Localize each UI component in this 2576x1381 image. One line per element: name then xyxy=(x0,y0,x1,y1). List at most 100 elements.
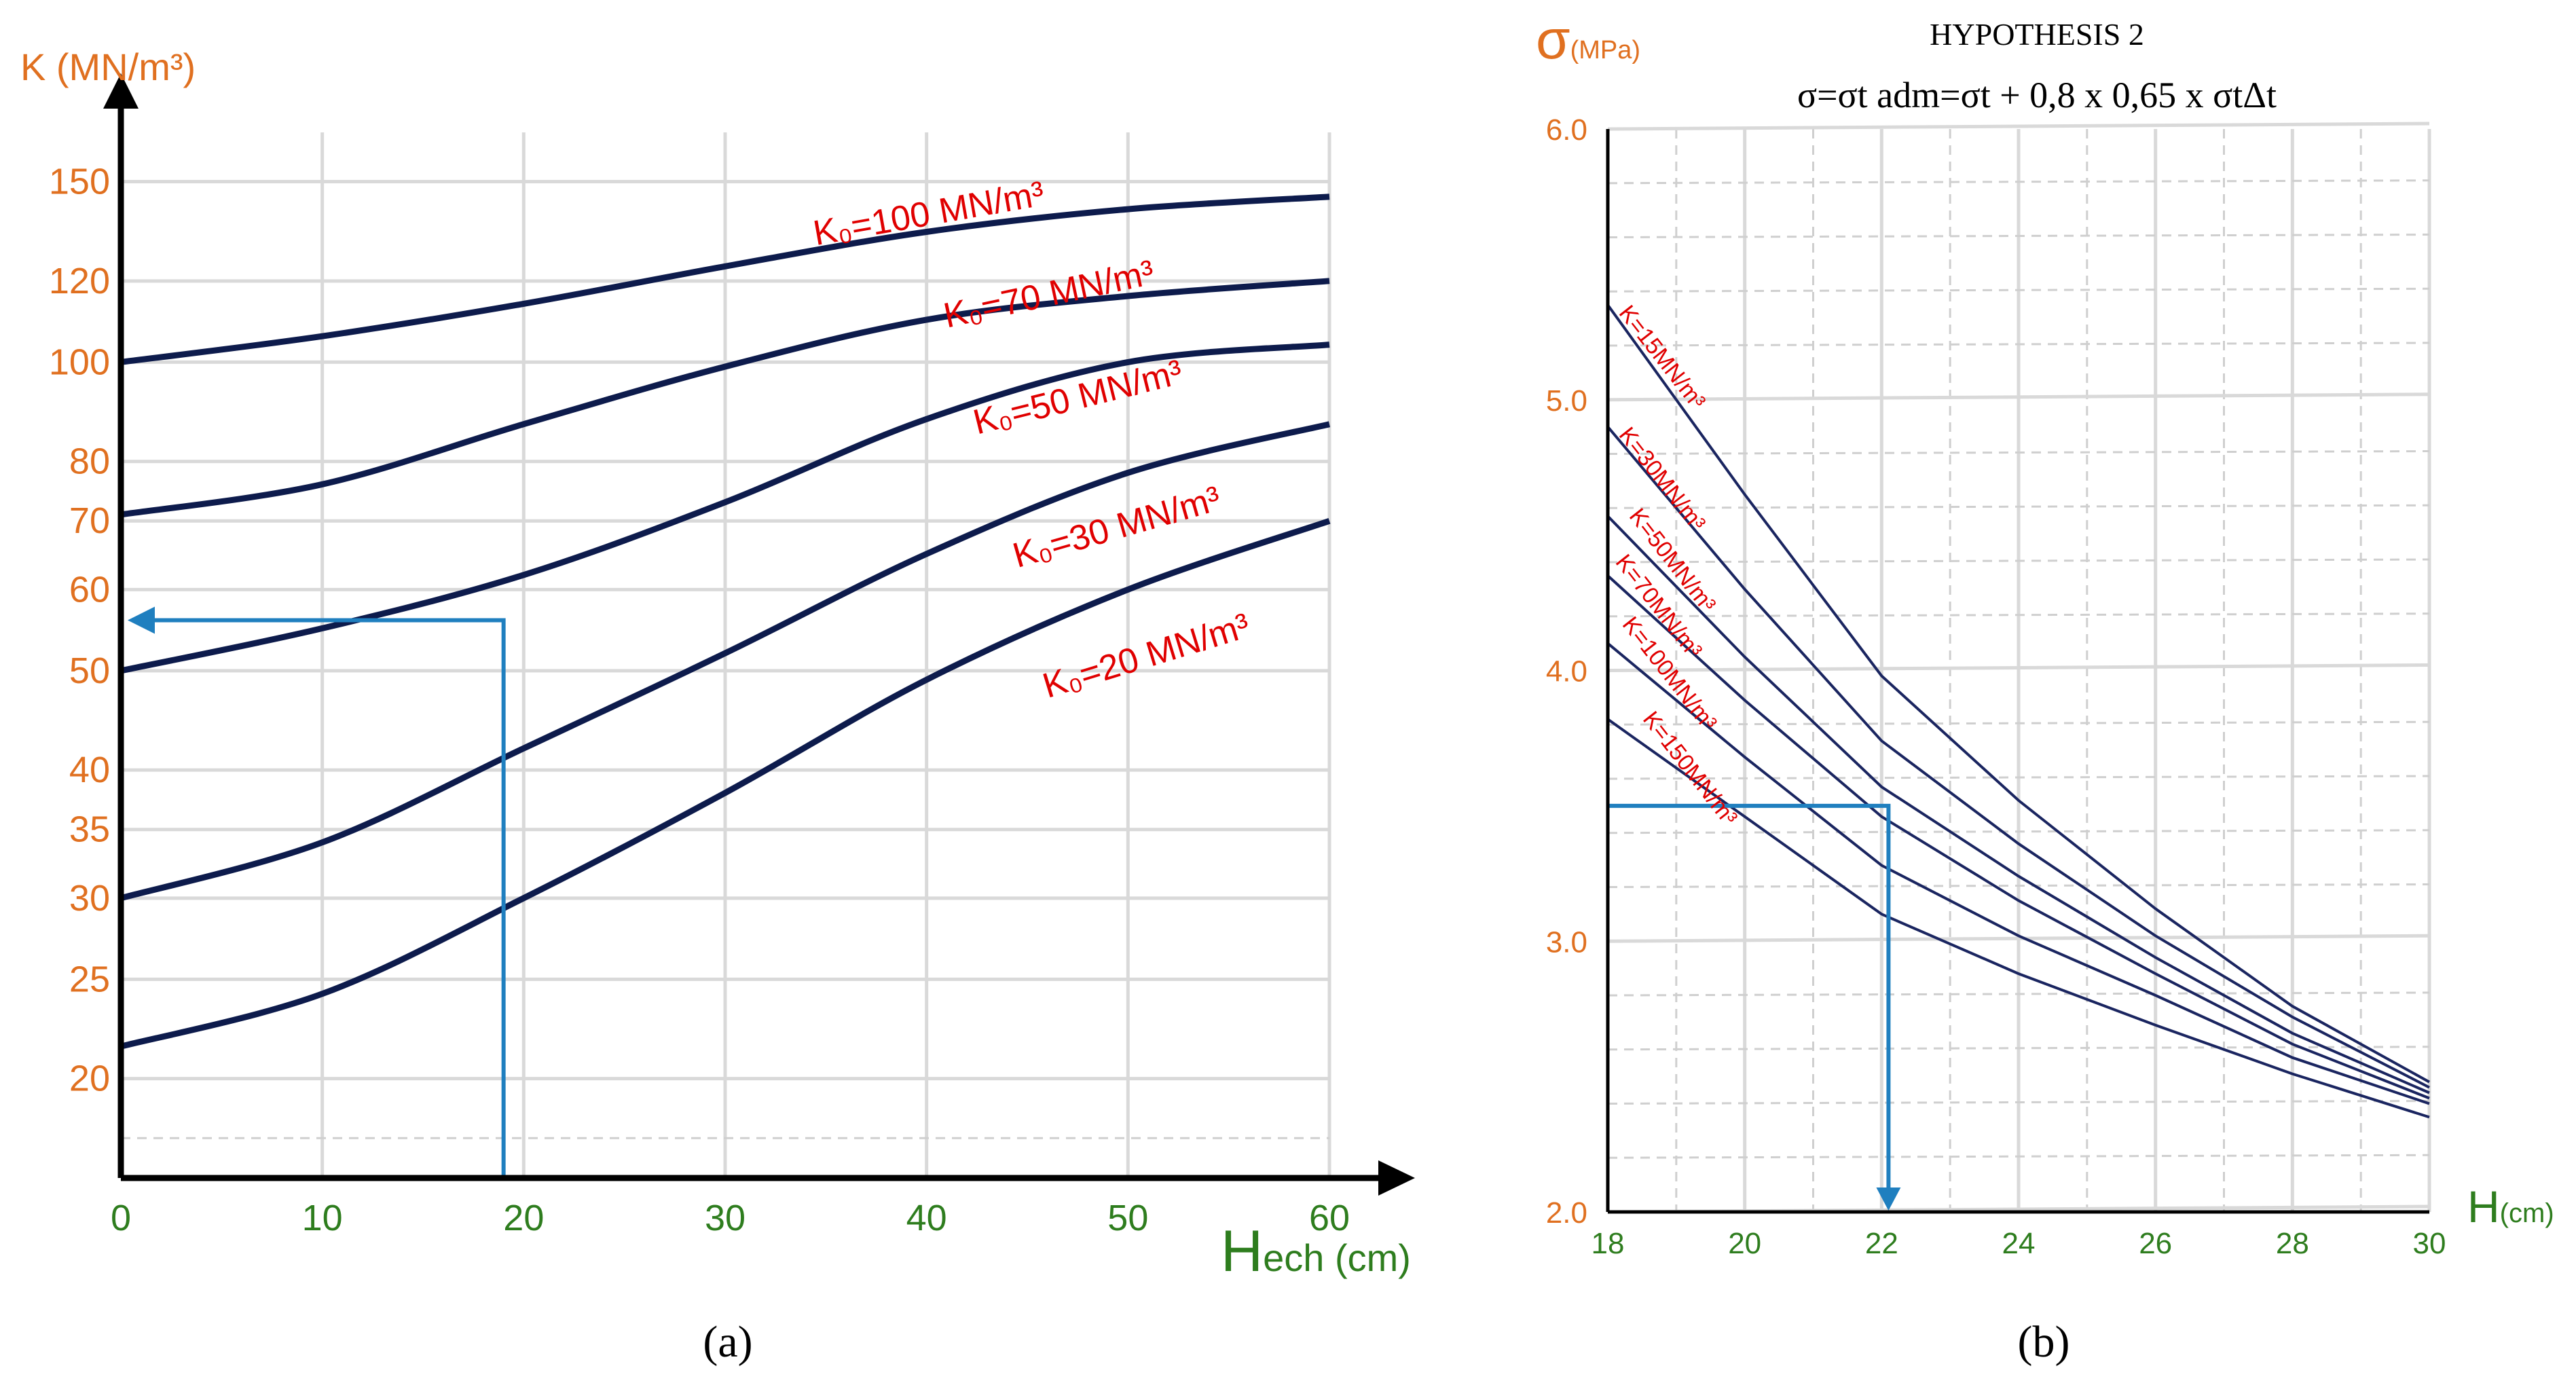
panel-a-y-tick-label: 60 xyxy=(69,569,110,610)
panel-a-x-axis-label-sub: ech (cm) xyxy=(1263,1236,1411,1279)
panel-a-guide-arrowhead xyxy=(128,606,155,634)
panel-a-series-label-1: K₀=70 MN/m³ xyxy=(940,253,1158,335)
panel-b-y-tick-labels: 2.0 3.0 4.0 5.0 6.0 xyxy=(1546,113,1587,1230)
chart-panel-b: 2.0 3.0 4.0 5.0 6.0 18 20 22 24 26 28 30 K=15MN/m³… xyxy=(1536,9,2554,1367)
panel-b-hgrid xyxy=(1607,450,2430,455)
panel-a-x-tick-labels: 0 10 20 30 40 50 60 xyxy=(111,1198,1350,1238)
panel-a-series-label-2: K₀=50 MN/m³ xyxy=(970,352,1187,442)
panel-b-hgrid xyxy=(1607,342,2430,347)
panel-b-hgrid xyxy=(1607,179,2430,185)
panel-a-x-axis-arrow xyxy=(1378,1160,1415,1196)
panel-a-label: (a) xyxy=(703,1317,752,1367)
panel-b-x-axis-label-main: H xyxy=(2467,1181,2500,1232)
panel-b-x-axis-label-sub: (cm) xyxy=(2500,1198,2554,1228)
panel-a-y-tick-label: 80 xyxy=(69,441,110,482)
panel-b-guide-arrowhead xyxy=(1876,1187,1901,1211)
panel-b-hgrid xyxy=(1607,829,2430,834)
panel-b-series-line-2 xyxy=(1606,515,2430,1094)
panel-a-y-tick-label: 100 xyxy=(49,342,110,382)
panel-b-curve-labels: K=15MN/m³K=30MN/m³K=50MN/m³K=70MN/m³K=10… xyxy=(1611,301,1742,830)
panel-a-series-line-3 xyxy=(119,421,1331,902)
panel-b-y-tick-label: 5.0 xyxy=(1546,384,1587,418)
panel-a-guide-line xyxy=(128,606,506,1178)
panel-b-series-line-3 xyxy=(1606,574,2430,1100)
panel-b-hgrid xyxy=(1607,663,2430,672)
panel-a-x-tick-label: 50 xyxy=(1107,1198,1148,1238)
panel-b-x-tick-label: 28 xyxy=(2276,1227,2309,1260)
panel-a-series-line-0 xyxy=(120,194,1330,365)
panel-a-y-tick-label: 20 xyxy=(69,1058,110,1099)
panel-b-x-tick-label: 20 xyxy=(1728,1227,1761,1260)
panel-a-series-label-0: K₀=100 MN/m³ xyxy=(811,174,1048,253)
panel-b-guide-path xyxy=(1608,803,1891,1192)
panel-b-hgrid xyxy=(1607,775,2430,780)
panel-b-hgrid xyxy=(1607,1100,2430,1105)
panel-b-hgrid xyxy=(1607,612,2430,618)
panel-a-x-tick-label: 40 xyxy=(906,1198,947,1238)
chart-panel-a: 20 25 30 35 40 50 60 70 80 100 120 150 0 10 20 30 40 50 6… xyxy=(20,45,1415,1367)
panel-b-hgrid xyxy=(1607,558,2430,564)
panel-b-series-line-4 xyxy=(1606,642,2430,1105)
panel-b-axes xyxy=(1606,129,2429,1214)
panel-b-series-line-0 xyxy=(1606,304,2430,1084)
panel-b-x-tick-label: 24 xyxy=(2002,1227,2036,1260)
panel-a-y-tick-label: 35 xyxy=(69,809,110,850)
panel-b-formula: σ=σt adm=σt + 0,8 x 0,65 x σtΔt xyxy=(1797,75,2277,115)
panel-b-hgrid xyxy=(1607,287,2430,293)
panel-b-x-tick-labels: 18 20 22 24 26 28 30 xyxy=(1591,1227,2446,1260)
panel-b-hgrid xyxy=(1607,720,2430,726)
panel-a-x-tick-label: 20 xyxy=(503,1198,544,1238)
panel-b-y-tick-label: 2.0 xyxy=(1546,1196,1587,1230)
panel-a-y-tick-label: 50 xyxy=(69,650,110,691)
panel-a-y-tick-label: 70 xyxy=(69,500,110,541)
panel-b-hgrid xyxy=(1607,122,2430,131)
panel-b-series-label-0: K=15MN/m³ xyxy=(1614,301,1710,414)
panel-a-y-tick-label: 120 xyxy=(49,261,110,301)
panel-a-x-axis-label-main: H xyxy=(1221,1219,1263,1284)
panel-b-hgrid xyxy=(1607,1046,2430,1051)
panel-a-y-axis-arrow xyxy=(103,73,139,109)
panel-a-axes xyxy=(103,73,1415,1196)
panel-a-series-line-2 xyxy=(120,342,1330,674)
panel-a-series-line-1 xyxy=(120,278,1330,518)
panel-b-series-line-1 xyxy=(1606,426,2430,1089)
panel-a-curves xyxy=(119,194,1331,1050)
panel-a-x-tick-label: 0 xyxy=(111,1198,131,1238)
panel-a-series-line-4 xyxy=(119,517,1331,1050)
panel-b-hgrid xyxy=(1607,504,2430,509)
panel-b-curves xyxy=(1606,304,2430,1119)
panel-b-guide-line xyxy=(1608,803,1901,1211)
panel-b-x-tick-label: 26 xyxy=(2139,1227,2172,1260)
panel-a-x-tick-label: 60 xyxy=(1309,1198,1350,1238)
panel-a-x-tick-label: 30 xyxy=(705,1198,746,1238)
panel-a-series-label-4: K₀=20 MN/m³ xyxy=(1038,606,1254,706)
panel-b-y-tick-label: 4.0 xyxy=(1546,655,1587,688)
panel-b-y-tick-label: 3.0 xyxy=(1546,925,1587,959)
panel-a-y-tick-label: 40 xyxy=(69,750,110,790)
panel-b-title: HYPOTHESIS 2 xyxy=(1930,17,2144,52)
panel-b-label: (b) xyxy=(2018,1317,2070,1367)
panel-a-series-label-3: K₀=30 MN/m³ xyxy=(1008,479,1225,576)
panel-a-x-axis-label: Hech (cm) xyxy=(1221,1219,1411,1284)
panel-a-y-tick-label: 150 xyxy=(49,161,110,202)
panel-b-hgrid xyxy=(1607,991,2430,997)
panel-b-hgrid xyxy=(1607,1154,2430,1159)
panel-a-y-tick-label: 25 xyxy=(69,959,110,999)
panel-b-series-line-5 xyxy=(1606,718,2430,1119)
panel-b-hgrid xyxy=(1607,883,2430,888)
panel-b-x-tick-label: 18 xyxy=(1591,1227,1625,1260)
panel-b-y-tick-label: 6.0 xyxy=(1546,113,1587,147)
panel-b-y-axis-label: σ(MPa) xyxy=(1536,9,1640,71)
panel-b-x-tick-label: 30 xyxy=(2413,1227,2446,1260)
panel-a-y-tick-label: 30 xyxy=(69,878,110,919)
panel-b-x-axis-label: H(cm) xyxy=(2467,1181,2554,1232)
panel-a-guide-path xyxy=(147,618,506,1178)
panel-b-x-tick-label: 22 xyxy=(1865,1227,1898,1260)
panel-b-y-axis-label-sub: (MPa) xyxy=(1570,36,1640,65)
panel-b-hgrid xyxy=(1607,234,2430,238)
panel-b-hgrid xyxy=(1607,392,2430,402)
panel-a-y-tick-labels: 20 25 30 35 40 50 60 70 80 100 120 150 xyxy=(49,161,110,1099)
panel-a-y-axis-label: K (MN/m³) xyxy=(20,45,196,88)
panel-a-x-tick-label: 10 xyxy=(302,1198,343,1238)
